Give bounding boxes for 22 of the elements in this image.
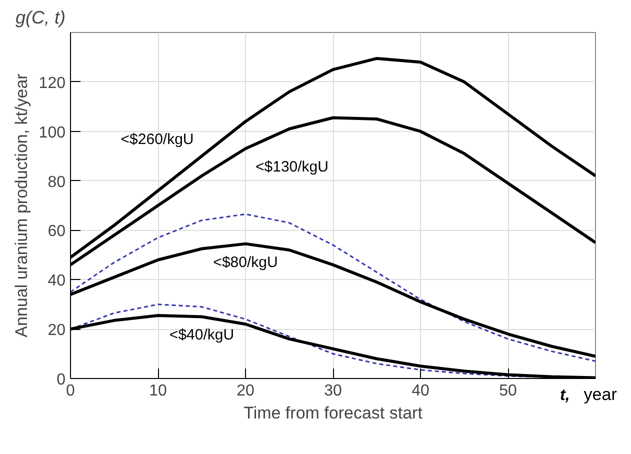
y-tick-label: 40 (48, 272, 66, 290)
y-tick-label: 80 (48, 174, 66, 191)
series-label: <$260/kgU (120, 131, 194, 148)
y-tick-label: 120 (38, 74, 66, 92)
x-axis-title: Time from forecast start (244, 404, 423, 422)
series-label: <$80/kgU (213, 254, 278, 271)
series-label: <$130/kgU (256, 158, 328, 176)
y-tick-label: 0 (56, 372, 66, 388)
y-tick-label: 60 (48, 223, 66, 240)
y-tick-label: 100 (38, 124, 66, 142)
x-tick-label: 30 (324, 382, 342, 400)
x-tick-label: 40 (412, 382, 430, 400)
y-tick-label: 20 (48, 322, 66, 340)
text: g(C, t) (16, 8, 66, 28)
line-series (70, 213, 596, 362)
x-tick-label: 10 (149, 382, 167, 400)
text: year (584, 385, 617, 404)
x-tick-label: 20 (236, 382, 254, 400)
x-tick-label: 50 (499, 382, 517, 400)
text: t, (560, 387, 570, 404)
series-label: <$40/kgU (169, 326, 234, 344)
y-axis-title: Annual uranium production, kt/year (12, 73, 31, 338)
